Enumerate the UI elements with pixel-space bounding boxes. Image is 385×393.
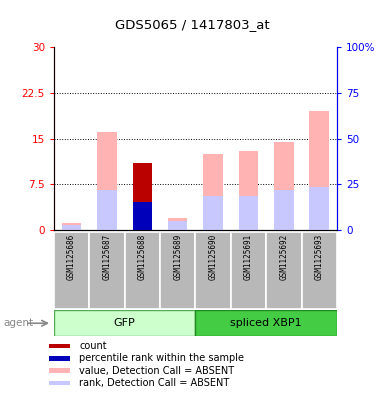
- Bar: [49, 344, 70, 349]
- Bar: [274, 141, 293, 230]
- Text: spliced XBP1: spliced XBP1: [230, 318, 302, 328]
- Bar: [132, 202, 152, 230]
- Bar: [54, 310, 196, 336]
- Bar: [62, 222, 81, 230]
- Bar: [310, 187, 329, 230]
- Bar: [49, 380, 70, 385]
- Bar: [239, 196, 258, 230]
- Bar: [301, 232, 337, 309]
- Bar: [310, 111, 329, 230]
- Bar: [196, 232, 231, 309]
- Text: GDS5065 / 1417803_at: GDS5065 / 1417803_at: [115, 18, 270, 31]
- Text: GSM1125691: GSM1125691: [244, 234, 253, 281]
- Bar: [203, 154, 223, 230]
- Bar: [125, 232, 160, 309]
- Bar: [54, 232, 89, 309]
- Text: count: count: [79, 341, 107, 351]
- Text: value, Detection Call = ABSENT: value, Detection Call = ABSENT: [79, 365, 234, 376]
- Text: agent: agent: [4, 318, 34, 328]
- Text: GSM1125689: GSM1125689: [173, 234, 182, 281]
- Bar: [132, 202, 152, 230]
- Bar: [97, 132, 117, 230]
- Bar: [239, 151, 258, 230]
- Bar: [168, 218, 187, 230]
- Bar: [89, 232, 125, 309]
- Text: GSM1125686: GSM1125686: [67, 234, 76, 281]
- Bar: [168, 221, 187, 230]
- Bar: [274, 190, 293, 230]
- Text: GFP: GFP: [114, 318, 136, 328]
- Bar: [132, 163, 152, 230]
- Text: GSM1125693: GSM1125693: [315, 234, 324, 281]
- Bar: [231, 232, 266, 309]
- Bar: [160, 232, 195, 309]
- Text: GSM1125690: GSM1125690: [209, 234, 218, 281]
- Bar: [196, 310, 337, 336]
- Text: percentile rank within the sample: percentile rank within the sample: [79, 353, 244, 364]
- Bar: [97, 190, 117, 230]
- Text: GSM1125692: GSM1125692: [279, 234, 288, 281]
- Text: rank, Detection Call = ABSENT: rank, Detection Call = ABSENT: [79, 378, 229, 388]
- Text: GSM1125688: GSM1125688: [138, 234, 147, 281]
- Bar: [49, 356, 70, 361]
- Bar: [62, 225, 81, 230]
- Text: GSM1125687: GSM1125687: [102, 234, 112, 281]
- Bar: [266, 232, 301, 309]
- Bar: [203, 196, 223, 230]
- Bar: [49, 368, 70, 373]
